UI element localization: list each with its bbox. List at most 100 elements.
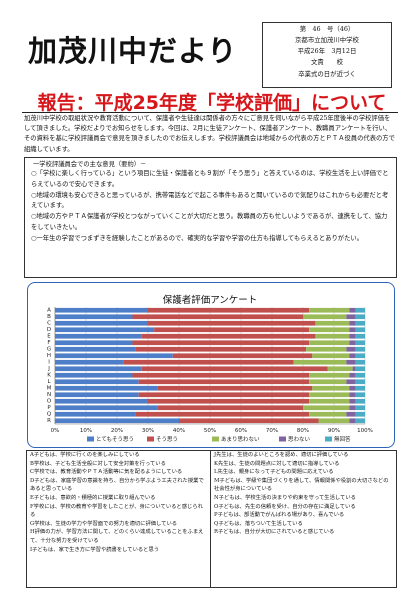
category-label: R	[47, 418, 51, 424]
bar-segment	[355, 353, 365, 359]
bar-segment	[355, 379, 365, 385]
bar-segment	[138, 392, 310, 398]
masthead-note: 卒業式の日が近づく	[298, 70, 356, 78]
category-label: L	[47, 379, 51, 385]
category-label: D	[47, 327, 51, 333]
category-label: E	[47, 334, 51, 340]
bar-segment	[309, 398, 350, 404]
bar-segment	[355, 359, 365, 365]
bar-segment	[157, 385, 313, 391]
issue-number: 第 46 号（46）	[299, 25, 355, 33]
x-tick-label: 10%	[80, 428, 92, 434]
bar-segment	[132, 340, 310, 346]
bar-segment	[355, 333, 365, 339]
bar-segment	[309, 372, 350, 378]
bar-segment	[55, 392, 139, 398]
bar-segment	[55, 340, 133, 346]
chart-title: 保護者評価アンケート	[162, 295, 258, 306]
category-label: C	[47, 321, 51, 327]
bar-segment	[306, 346, 347, 352]
bar-segment	[349, 327, 356, 333]
legend-swatch	[279, 436, 286, 442]
bar-segment	[55, 327, 155, 333]
bar-segment	[55, 333, 142, 339]
x-tick-label: 40%	[173, 428, 185, 434]
bar-segment	[55, 411, 136, 417]
category-label: O	[47, 399, 52, 405]
bar-segment	[327, 366, 353, 372]
bar-segment	[55, 418, 179, 424]
opinion-item: ○一年生の学習でつまずきを経験したことがあるので、確実的な学習や学習の仕方も指導…	[31, 234, 363, 242]
bar-segment	[355, 307, 365, 313]
bar-segment	[349, 340, 356, 346]
legend-item: K先生は、生徒の問題点に対して適切に指導している	[214, 460, 340, 467]
bar-segment	[172, 353, 313, 359]
bar-segment	[55, 353, 173, 359]
bar-segment	[309, 411, 347, 417]
bar-segment	[349, 372, 356, 378]
x-tick-label: 20%	[111, 428, 123, 434]
category-label: I	[48, 360, 50, 366]
bar-segment	[55, 379, 139, 385]
legend-item: E子どもは、意欲的・積極的に授業に取り組んでいる	[30, 494, 156, 501]
bar-segment	[349, 320, 356, 326]
bar-segment	[148, 398, 310, 404]
bar-segment	[318, 418, 350, 424]
bar-segment	[355, 398, 365, 404]
bar-segment	[309, 379, 347, 385]
bar-segment	[349, 418, 356, 424]
bar-segment	[55, 359, 124, 365]
bar-segment	[315, 320, 350, 326]
bar-segment	[123, 359, 294, 365]
category-label: A	[47, 308, 51, 314]
bar-segment	[55, 398, 148, 404]
bar-segment	[346, 346, 356, 352]
legend-item: A子どもは、学校に行くのを楽しみにしている	[30, 452, 140, 458]
bar-segment	[55, 314, 133, 320]
school-name: 京都市立加茂川中学校	[295, 36, 359, 44]
bar-segment	[355, 385, 365, 391]
bar-segment	[349, 405, 356, 411]
bar-segment	[346, 379, 356, 385]
opinion-item: ○地域の方やＰＴＡ保護者が学校とつながっていくことが大切だと思う。教職員の方も忙…	[31, 213, 388, 231]
intro-paragraph: 加茂川中学校の取組状況や教育活動について、保護者や生徒達は関係者の方々にご意見を…	[24, 115, 395, 153]
legend-label: 無回答	[334, 435, 351, 443]
item-legend-box: A子どもは、学校に行くのを楽しみにしている B学校は、子ども生活全般に対して安全…	[26, 450, 397, 588]
legend-item: Q子どもは、落ちついて生活している	[214, 520, 303, 527]
bar-segment	[346, 411, 356, 417]
legend-label: そう思う	[156, 436, 178, 443]
x-tick-label: 0%	[51, 428, 60, 434]
bar-segment	[346, 359, 356, 365]
bar-segment	[349, 398, 356, 404]
legend-item: B学校は、子ども生活全般に対して安全対策を行っている	[30, 460, 166, 467]
legend-label: あまり思わない	[221, 436, 260, 443]
bar-segment	[355, 392, 365, 398]
report-heading: 報告：平成25年度「学校評価」について	[37, 92, 387, 114]
x-tick-label: 100%	[357, 428, 373, 434]
bar-segment	[349, 353, 356, 359]
bar-segment	[157, 405, 303, 411]
bar-segment	[55, 405, 158, 411]
category-label: F	[47, 340, 50, 346]
category-label: H	[47, 353, 51, 359]
bar-segment	[138, 379, 310, 385]
bar-segment	[135, 346, 307, 352]
legend-item: H評価の力が、学習方法に関して、どのくらい達成していることをふまえて、十分な努力…	[30, 529, 204, 544]
bar-segment	[349, 392, 356, 398]
newsletter-title: 加茂川中だより	[28, 34, 238, 68]
legend-item: N子どもは、学校生活の決まりや約束を守って生活している	[214, 494, 356, 501]
bar-segment	[309, 307, 350, 313]
category-label: M	[47, 386, 52, 392]
category-label: P	[47, 405, 51, 411]
x-tick-label: 50%	[204, 428, 216, 434]
masthead-info-box: 第 46 号（46） 京都市立加茂川中学校 平成26年 3月12日 文責 校 卒…	[262, 22, 392, 88]
bar-segment	[355, 418, 365, 424]
legend-label: とてもそう思う	[96, 436, 134, 443]
category-label: G	[47, 347, 51, 353]
bar-segment	[303, 314, 347, 320]
bar-segment	[55, 372, 133, 378]
survey-chart: 0% 10% 20% 30% 40% 50% 60% 70% 80% 90% 100% ABCDEFG…	[47, 307, 373, 443]
legend-item: R子どもは、自分が大切にされていると感じている	[214, 529, 335, 536]
bar-segment	[355, 405, 365, 411]
category-label: B	[47, 314, 51, 320]
